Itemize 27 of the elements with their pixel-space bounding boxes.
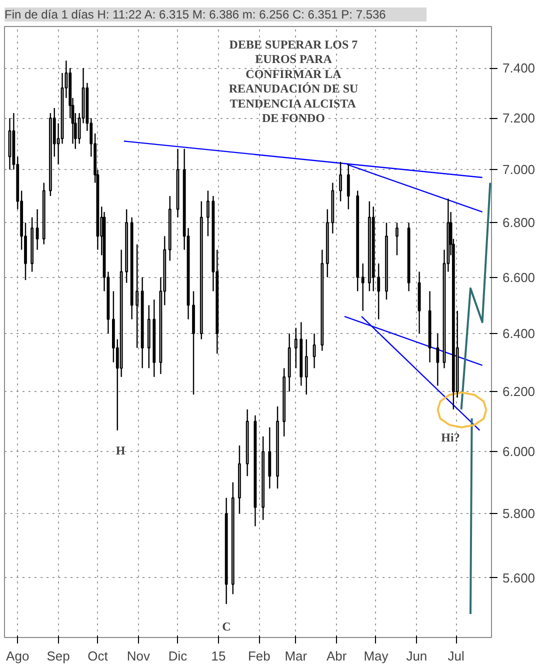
x-tick-label: Sep (46, 648, 70, 664)
y-tick-label: 6.400 (502, 326, 536, 342)
annotation: Hi? (441, 430, 460, 444)
y-tick-label: 7.400 (502, 60, 536, 76)
x-tick-label: Feb (248, 648, 270, 664)
y-tick-label: 6.200 (502, 384, 536, 400)
x-tick-label: Nov (126, 648, 150, 664)
x-tick-label: Mar (284, 648, 308, 664)
y-tick-label: 5.600 (502, 570, 536, 586)
x-tick-label: Jul (448, 648, 464, 664)
y-tick-label: 5.800 (502, 506, 536, 522)
y-tick-label: 7.200 (502, 110, 536, 126)
y-tick-label: 7.000 (502, 162, 536, 178)
x-tick-label: Dic (168, 648, 188, 664)
x-tick-label: Jun (406, 648, 428, 664)
x-tick-label: 15 (211, 648, 226, 664)
annotation: H (116, 444, 126, 458)
x-tick-label: Ago (6, 648, 30, 664)
y-tick-label: 6.800 (502, 215, 536, 230)
y-tick-label: 6.600 (502, 270, 536, 285)
chart-subtitle: Fin de día 1 días H: 11:22 A: 6.315 M: 6.386 m: 6.256 C: 6.351 P: 7.536 (4, 8, 386, 22)
y-tick-label: 6.000 (502, 444, 536, 460)
annotation: C (222, 620, 231, 634)
x-tick-label: May (364, 648, 389, 664)
annotation: DEBE SUPERAR LOS 7 EUROS PARA CONFIRMAR LA REANUDACIÓN DE SU TENDENCIA ALCISTA DE FONDO (228, 38, 359, 125)
x-tick-label: Abr (326, 648, 348, 664)
x-tick-label: Oct (88, 648, 108, 664)
